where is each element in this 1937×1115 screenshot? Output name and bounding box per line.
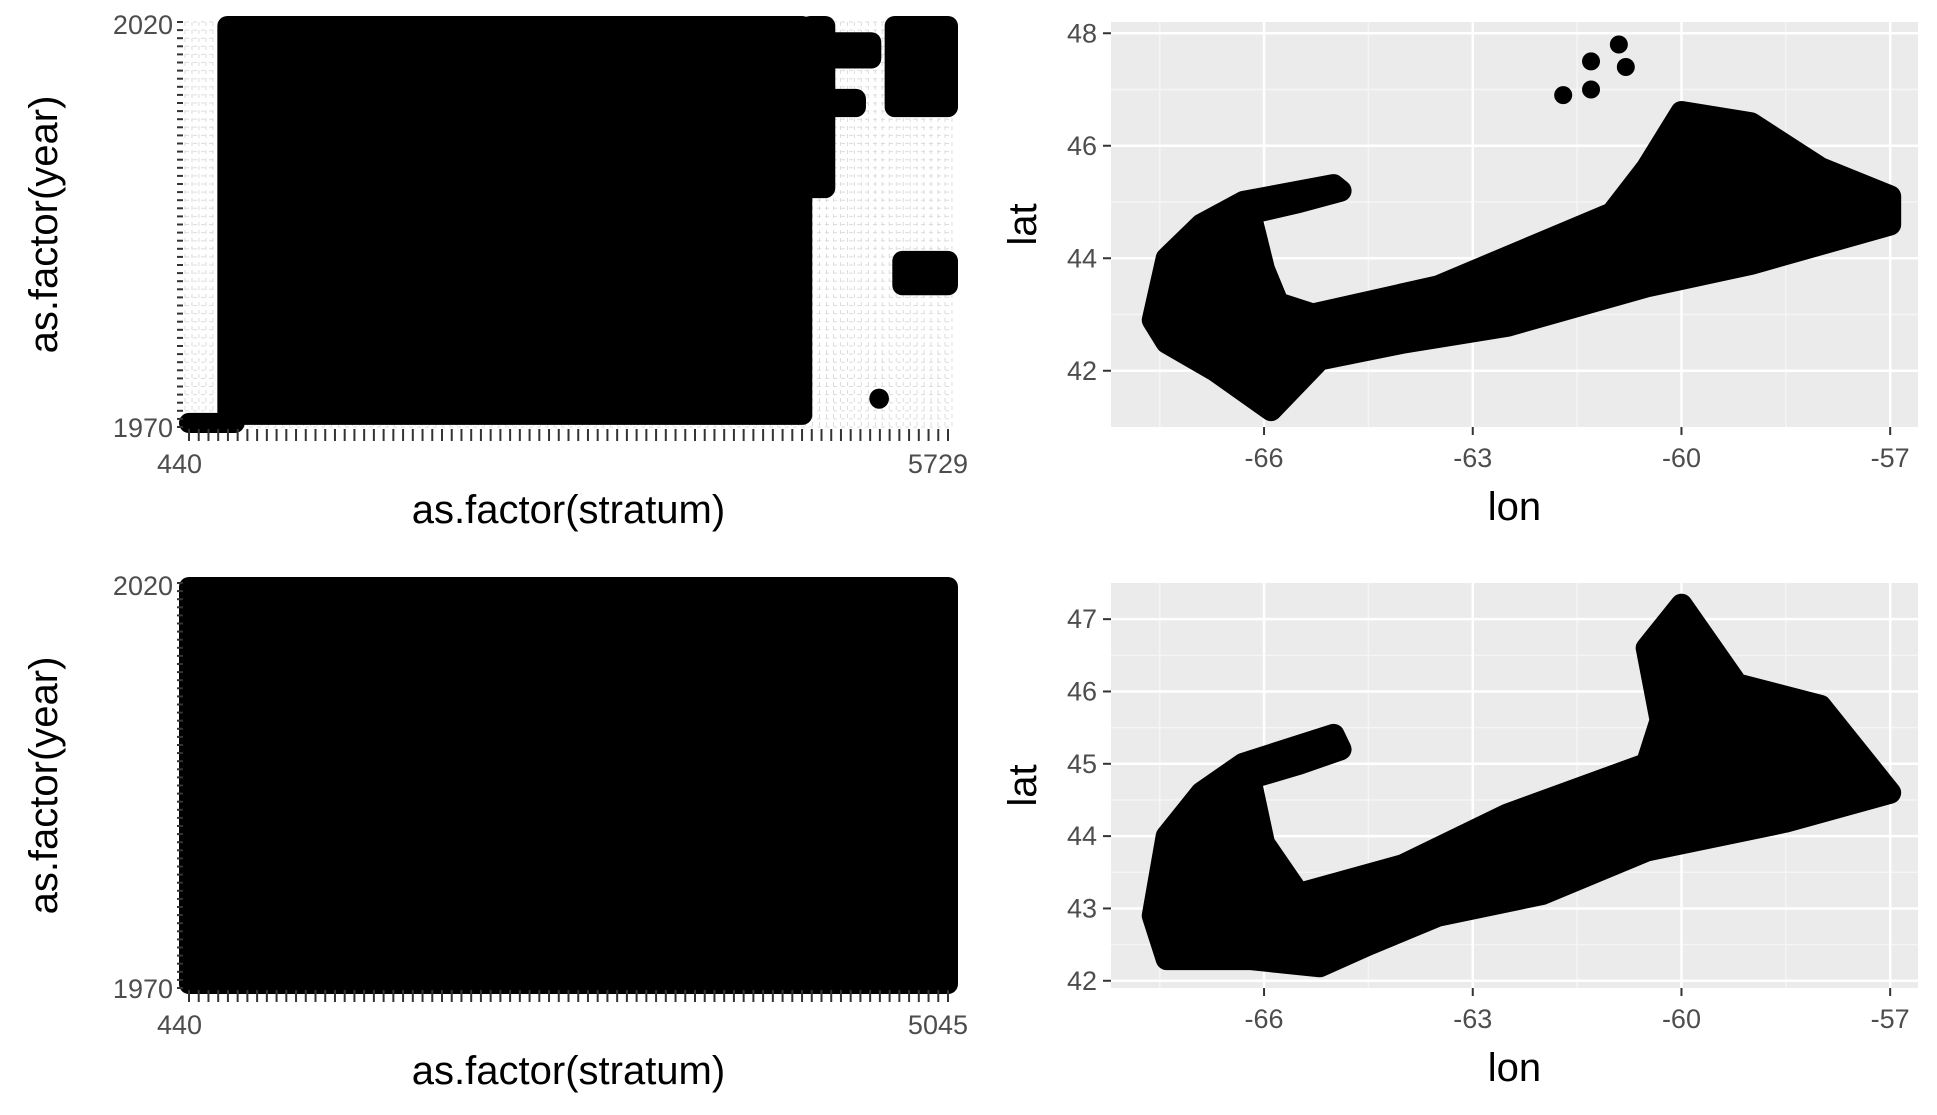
y-axis-title: as.factor(year) (22, 96, 66, 354)
y-axis-title: as.factor(year) (22, 657, 66, 915)
y-tick-label: 44 (1067, 821, 1097, 851)
y-tick-label: 44 (1067, 243, 1097, 273)
y-tick-label: 45 (1067, 749, 1097, 779)
stratum-year-points (884, 16, 958, 118)
y-tick-label-last: 2020 (113, 10, 173, 40)
x-tick-label: -63 (1453, 1004, 1492, 1034)
y-axis-title: lat (1001, 203, 1045, 245)
y-tick-label: 42 (1067, 356, 1097, 386)
x-tick-label: -63 (1453, 443, 1492, 473)
panel-lon-lat-bottom: -66 -63 -60 -57 42 43 44 45 46 47 lon lat (1001, 583, 1918, 1090)
y-tick-label: 43 (1067, 893, 1097, 923)
y-tick-label: 46 (1067, 676, 1097, 706)
x-tick-label-last: 5729 (908, 449, 968, 479)
y-axis-title: lat (1001, 764, 1045, 806)
survey-point (1582, 52, 1601, 71)
stratum-year-points (800, 32, 882, 69)
x-tick-label: -57 (1871, 1004, 1910, 1034)
panel-stratum-year-bottom: 1970 2020 440 5045 as.factor(stratum) as.fact… (22, 571, 968, 1093)
panel-stratum-year-top: 1970 2020 440 5729 as.factor(stratum) as.fact… (22, 10, 968, 532)
survey-point (1609, 35, 1628, 54)
x-tick-label: -66 (1245, 443, 1284, 473)
x-tick-label-first: 440 (157, 449, 202, 479)
x-tick-label: -57 (1871, 443, 1910, 473)
y-tick-label-first: 1970 (113, 413, 173, 443)
x-tick-label: -60 (1662, 1004, 1701, 1034)
survey-point (1582, 80, 1601, 99)
y-tick-label: 47 (1067, 604, 1097, 634)
stratum-year-points (179, 577, 958, 994)
stratum-year-points (217, 16, 813, 425)
x-tick-label-first: 440 (157, 1010, 202, 1040)
x-tick-label-last: 5045 (908, 1010, 968, 1040)
stratum-year-points (892, 250, 958, 296)
x-axis-title: as.factor(stratum) (412, 1049, 725, 1093)
x-axis-title: lon (1488, 485, 1541, 529)
stratum-year-points (869, 388, 889, 409)
x-tick-label: -60 (1662, 443, 1701, 473)
panel-lon-lat-top: -66 -63 -60 -57 42 44 46 48 lon lat (1001, 18, 1918, 529)
x-axis-title: as.factor(stratum) (412, 488, 725, 532)
survey-points-region (1141, 593, 1902, 978)
x-axis-title: lon (1488, 1046, 1541, 1090)
stratum-year-points (800, 88, 866, 118)
x-tick-label: -66 (1245, 1004, 1284, 1034)
y-tick-label: 42 (1067, 966, 1097, 996)
y-tick-label: 46 (1067, 131, 1097, 161)
y-tick-label-last: 2020 (113, 571, 173, 601)
y-tick-label-first: 1970 (113, 974, 173, 1004)
survey-point (1554, 86, 1573, 105)
survey-points-region (1141, 101, 1902, 422)
y-tick-label: 48 (1067, 18, 1097, 48)
survey-point (1616, 58, 1635, 76)
